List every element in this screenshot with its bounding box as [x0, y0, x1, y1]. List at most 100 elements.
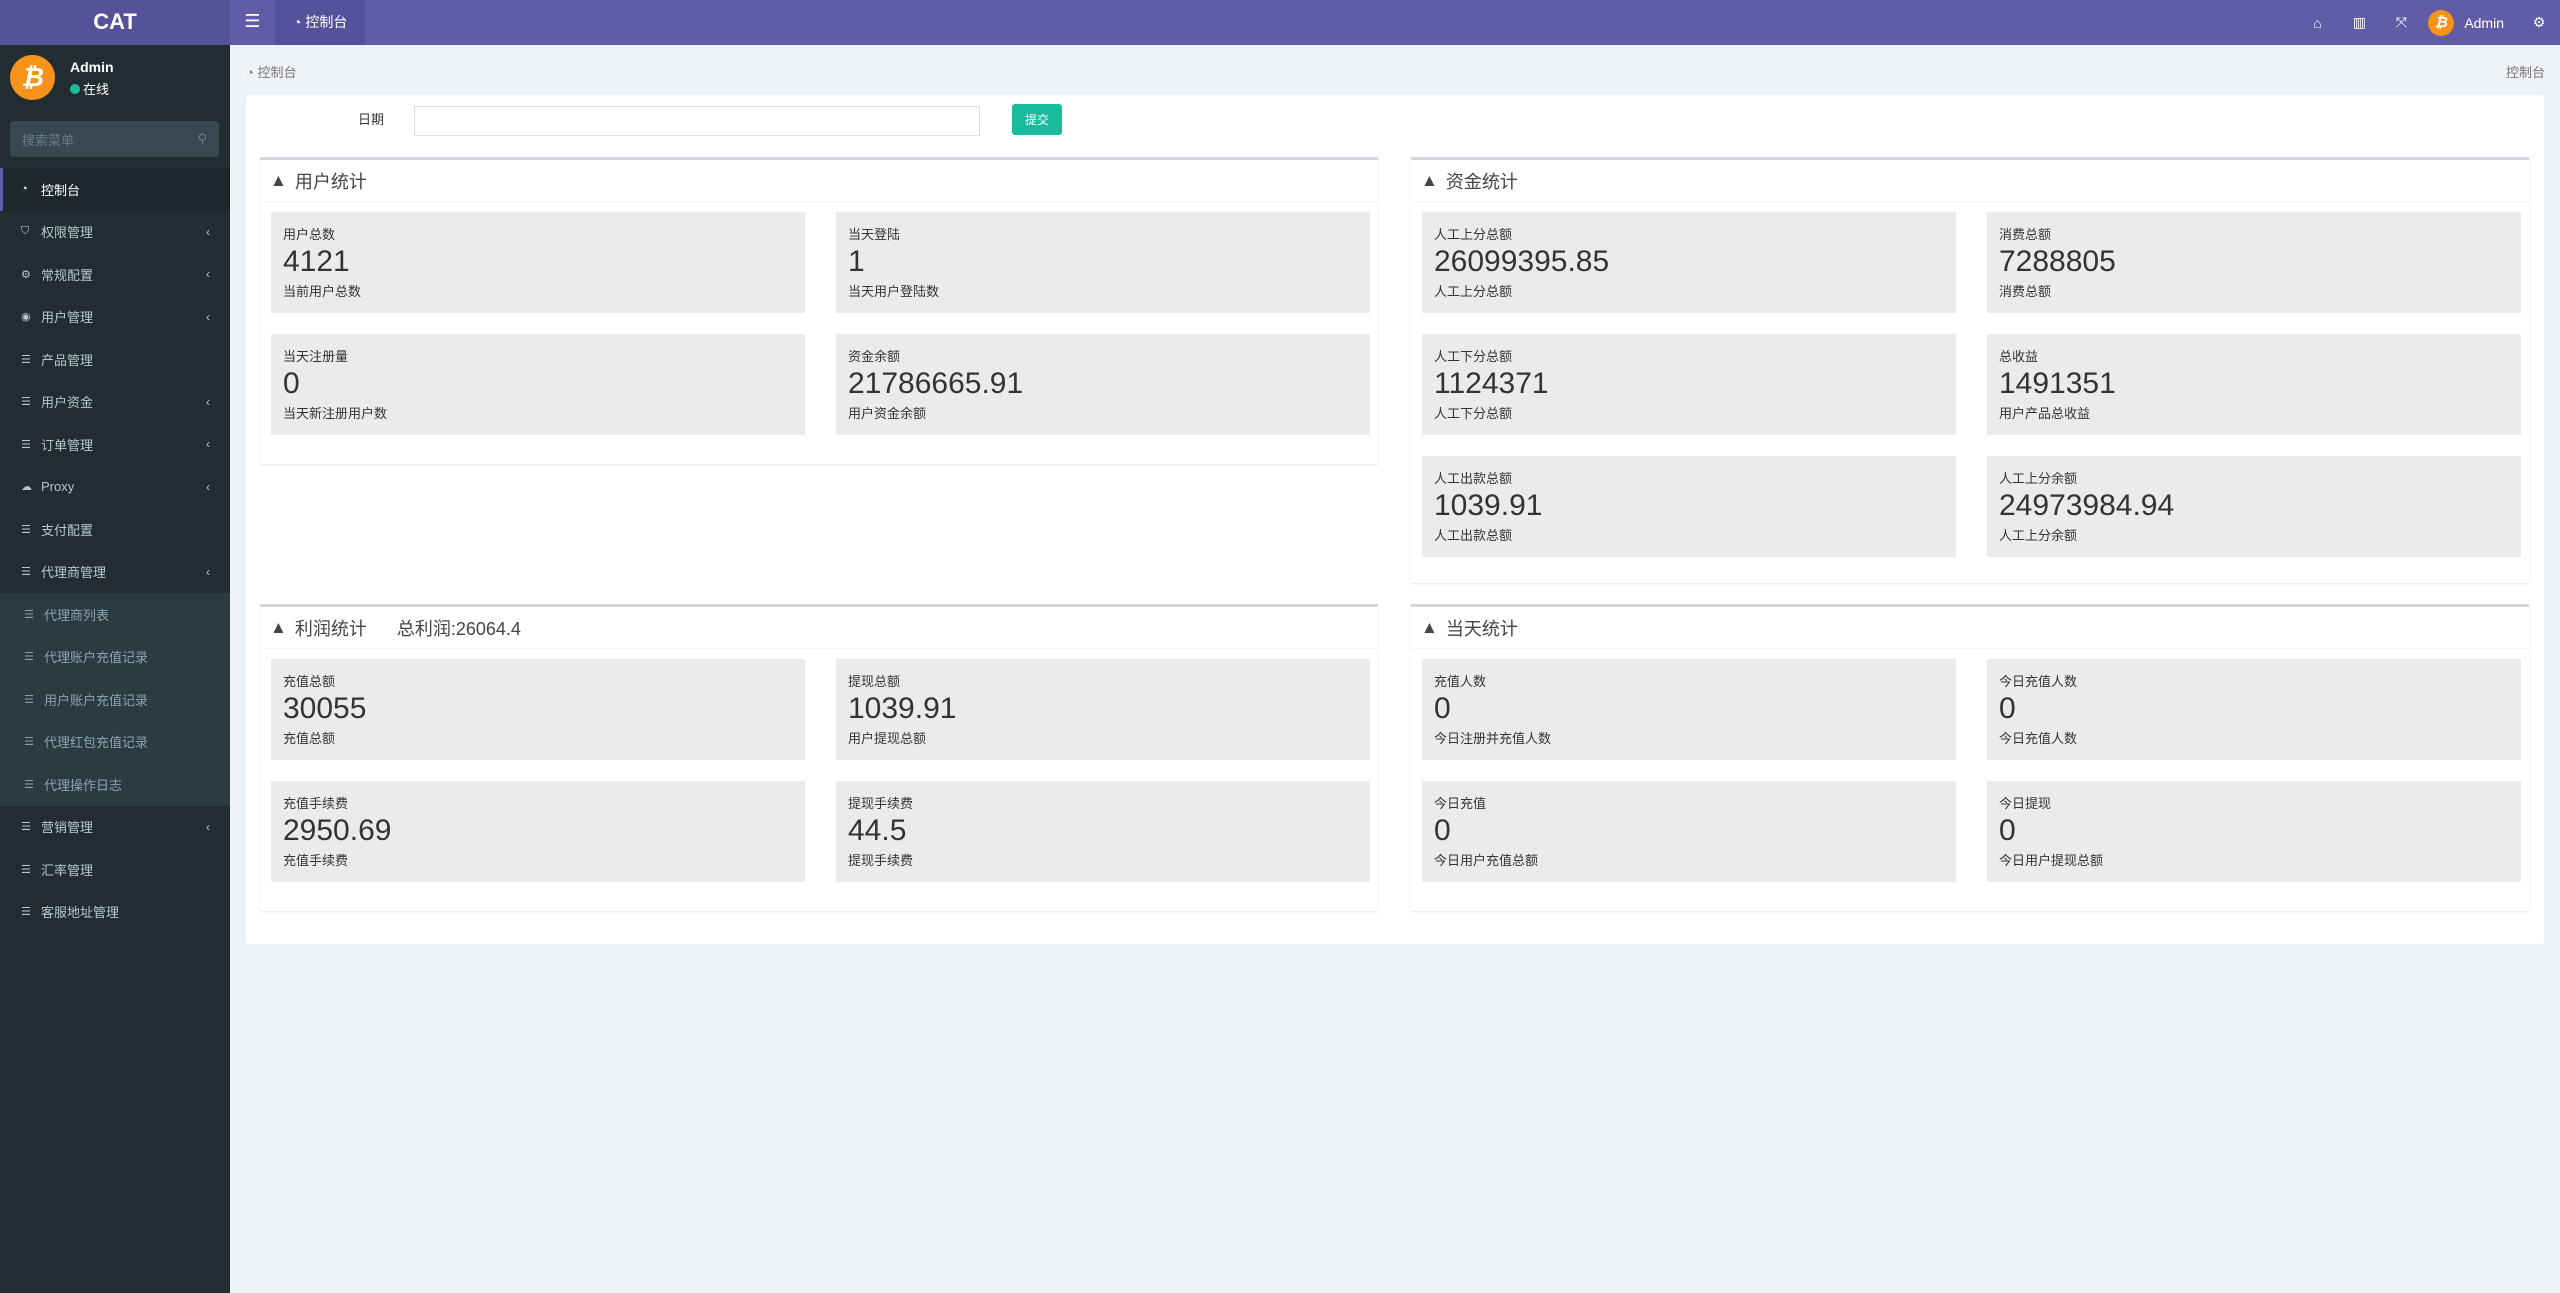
stat-description: 今日用户充值总额 — [1434, 853, 1539, 868]
sidebar-item-label: 用户账户充值记录 — [44, 692, 149, 708]
menu-search-input[interactable]: 搜索菜单 ⚲ — [10, 121, 219, 157]
sidebar-item[interactable]: ☰ 客服地址管理 — [0, 891, 230, 934]
sidebar-item[interactable]: ⛉ 权限管理 ‹ — [0, 211, 230, 254]
box-title: 用户统计 — [294, 171, 367, 192]
breadcrumb[interactable]: ◔ 控制台 — [246, 62, 296, 81]
stat-description: 用户产品总收益 — [1999, 406, 2091, 421]
date-input[interactable] — [414, 106, 980, 136]
sidebar-item-label: 代理红包充值记录 — [44, 735, 149, 751]
chevron-left-icon: ‹ — [206, 819, 210, 834]
chevron-left-icon: ‹ — [206, 437, 210, 452]
stat-value: 1 — [848, 245, 865, 278]
sidebar-item-label: 订单管理 — [41, 437, 94, 453]
fullscreen-icon[interactable]: ⤧ — [2395, 14, 2407, 30]
sidebar-item-label: 代理账户充值记录 — [44, 650, 149, 666]
stat-label: 人工上分余额 — [1999, 471, 2078, 486]
stat-card: 今日提现 0 今日用户提现总额 — [1987, 781, 2521, 882]
stat-card: 今日充值人数 0 今日充值人数 — [1987, 659, 2521, 760]
stat-label: 充值手续费 — [283, 796, 349, 811]
chevron-left-icon: ‹ — [206, 267, 210, 282]
cloud-icon: ☁ — [21, 481, 32, 494]
sidebar-item-label: 用户管理 — [41, 310, 94, 326]
sidebar-item-label: 用户资金 — [41, 395, 94, 411]
sidebar-item[interactable]: ◔ 控制台 — [0, 168, 230, 211]
stat-description: 消费总额 — [1999, 284, 2052, 299]
chevron-left-icon: ‹ — [206, 479, 210, 494]
sidebar-item[interactable]: ☁ Proxy ‹ — [0, 466, 230, 509]
sidebar-item-label: 客服地址管理 — [41, 905, 120, 921]
sidebar-item[interactable]: ☰ 代理操作日志 — [0, 763, 230, 806]
stat-label: 充值人数 — [1434, 674, 1487, 689]
stat-card: 充值手续费 2950.69 充值手续费 — [271, 781, 805, 882]
sidebar-item[interactable]: ☰ 订单管理 ‹ — [0, 423, 230, 466]
stat-label: 消费总额 — [1999, 227, 2052, 242]
stat-card: 消费总额 7288805 消费总额 — [1987, 212, 2521, 313]
dashboard-icon: ◔ — [246, 65, 258, 80]
stat-label: 提现总额 — [848, 674, 901, 689]
sidebar-item-label: 汇率管理 — [41, 862, 94, 878]
online-dot-icon — [70, 83, 80, 94]
stat-value: 30055 — [283, 692, 367, 725]
sidebar-item[interactable]: ◉ 用户管理 ‹ — [0, 296, 230, 339]
sidebar-item[interactable]: ☰ 支付配置 — [0, 508, 230, 551]
stat-value: 0 — [1434, 692, 1451, 725]
user-status: 在线 — [83, 82, 110, 97]
sidebar-item[interactable]: ☰ 代理商管理 ‹ — [0, 551, 230, 594]
stat-card: 总收益 1491351 用户产品总收益 — [1987, 334, 2521, 435]
sidebar-item[interactable]: ☰ 用户账户充值记录 — [0, 678, 230, 721]
stat-value: 21786665.91 — [848, 367, 1024, 400]
gears-icon[interactable]: ⚙ — [2532, 14, 2546, 30]
stat-value: 1039.91 — [1434, 489, 1543, 522]
list-icon: ☰ — [21, 438, 31, 451]
stat-card: 人工上分余额 24973984.94 人工上分余额 — [1987, 456, 2521, 557]
stat-description: 当天新注册用户数 — [283, 406, 388, 421]
stat-description: 今日用户提现总额 — [1999, 853, 2104, 868]
sidebar-item-label: 代理商列表 — [44, 607, 110, 623]
sidebar-item[interactable]: ☰ 汇率管理 — [0, 848, 230, 891]
box-title: 当天统计 — [1445, 618, 1518, 639]
stat-label: 今日充值 — [1434, 796, 1487, 811]
stat-card: 资金余额 21786665.91 用户资金余额 — [836, 334, 1370, 435]
user-stats-box: ▲ 用户统计 用户总数 4121 当前用户总数 当天登陆 1 当天用户登陆数 当天注册量 0 当天新… — [260, 157, 1378, 464]
stat-card: 人工上分总额 26099395.85 人工上分总额 — [1422, 212, 1956, 313]
breadcrumb-right: 控制台 — [2505, 65, 2545, 80]
stat-card: 人工下分总额 1124371 人工下分总额 — [1422, 334, 1956, 435]
sidebar: ₿ Admin 在线 搜索菜单 ⚲ ◔ 控制台 ⛉ 权限管理 ‹ ⚙ 常规配置 ‹ ◉ 用户管理 ‹ ☰… — [0, 45, 230, 1293]
stat-card: 当天注册量 0 当天新注册用户数 — [271, 334, 805, 435]
stat-label: 人工上分总额 — [1434, 227, 1513, 242]
sidebar-item[interactable]: ☰ 产品管理 — [0, 338, 230, 381]
sidebar-item-label: 控制台 — [41, 182, 81, 198]
home-icon[interactable]: ⌂ — [2313, 14, 2322, 31]
sidebar-item[interactable]: ☰ 用户资金 ‹ — [0, 381, 230, 424]
date-label: 日期 — [358, 112, 385, 127]
list-icon: ☰ — [24, 608, 34, 621]
sidebar-item[interactable]: ☰ 营销管理 ‹ — [0, 806, 230, 849]
user-panel: ₿ Admin 在线 — [10, 55, 114, 100]
stat-value: 0 — [1999, 814, 2016, 847]
warning-icon: ▲ — [1421, 617, 1438, 637]
stat-card: 当天登陆 1 当天用户登陆数 — [836, 212, 1370, 313]
submit-button[interactable]: 提交 — [1012, 104, 1062, 135]
sidebar-item-label: Proxy — [41, 479, 75, 495]
sidebar-item-label: 代理商管理 — [41, 565, 107, 581]
stat-card: 人工出款总额 1039.91 人工出款总额 — [1422, 456, 1956, 557]
tab-dashboard[interactable]: ◔ 控制台 — [275, 0, 366, 45]
stat-label: 充值总额 — [283, 674, 336, 689]
trash-icon[interactable]: ▥ — [2352, 14, 2366, 30]
sidebar-toggle-button[interactable]: ☰ — [244, 11, 261, 31]
sidebar-item[interactable]: ☰ 代理商列表 — [0, 593, 230, 636]
search-placeholder: 搜索菜单 — [22, 132, 75, 148]
stat-label: 总收益 — [1999, 349, 2039, 364]
stat-value: 26099395.85 — [1434, 245, 1610, 278]
list-icon: ☰ — [21, 353, 31, 366]
sidebar-item[interactable]: ☰ 代理账户充值记录 — [0, 636, 230, 679]
sidebar-item[interactable]: ⚙ 常规配置 ‹ — [0, 253, 230, 296]
app-logo[interactable]: CAT — [0, 0, 230, 45]
stat-value: 4121 — [283, 245, 350, 278]
admin-menu[interactable]: ₿ Admin — [2422, 9, 2518, 36]
sidebar-item[interactable]: ☰ 代理红包充值记录 — [0, 721, 230, 764]
search-icon[interactable]: ⚲ — [197, 131, 207, 146]
list-icon: ☰ — [24, 736, 34, 749]
dashboard-icon: ◔ — [21, 183, 28, 196]
sidebar-menu: ◔ 控制台 ⛉ 权限管理 ‹ ⚙ 常规配置 ‹ ◉ 用户管理 ‹ ☰ 产品管理 ☰ 用户资金 ‹ ☰ 订单管理 ‹ ☁… — [0, 168, 230, 933]
